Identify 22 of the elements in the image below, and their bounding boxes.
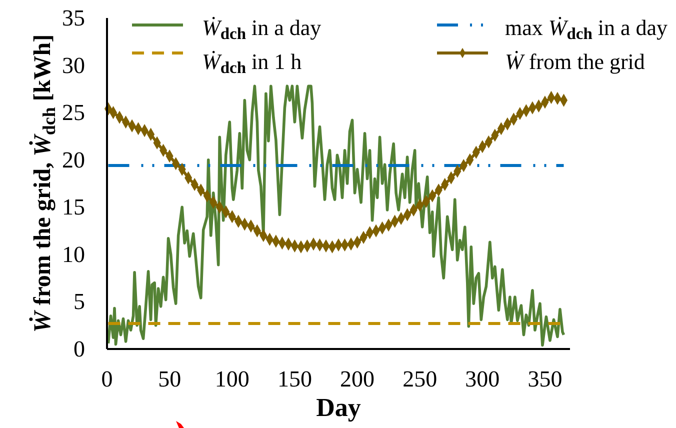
x-tick-label: 350 — [528, 366, 562, 392]
x-tick-label: 0 — [101, 366, 113, 392]
x-tick-label: 250 — [402, 366, 438, 392]
y-tick-label: 25 — [62, 100, 85, 126]
y-tick-label: 30 — [62, 52, 85, 78]
x-tick-label: 200 — [340, 366, 375, 392]
y-tick-label: 5 — [74, 289, 85, 314]
x-tick-label: 100 — [214, 366, 250, 392]
x-tick-label: 50 — [158, 366, 182, 392]
y-tick-label: 35 — [62, 6, 85, 30]
y-tick-label: 10 — [62, 242, 85, 267]
x-tick-label: 150 — [277, 366, 312, 392]
legend-label: Ẇ$_{dch}$ in a day — [202, 15, 322, 44]
legend-label: Ẇ$_{dch}$ in 1 h — [202, 49, 302, 78]
line-series — [106, 84, 566, 347]
x-tick-label: 300 — [465, 366, 500, 392]
y-tick-label: 0 — [74, 336, 85, 362]
x-axis-title: Day — [316, 393, 361, 422]
y-tick-label: 15 — [62, 194, 85, 220]
legend-label: Ẇ from the grid — [505, 49, 645, 74]
y-tick-label: 20 — [62, 147, 85, 172]
legend-label: max Ẇ$_{dch}$ in a day — [505, 15, 668, 44]
